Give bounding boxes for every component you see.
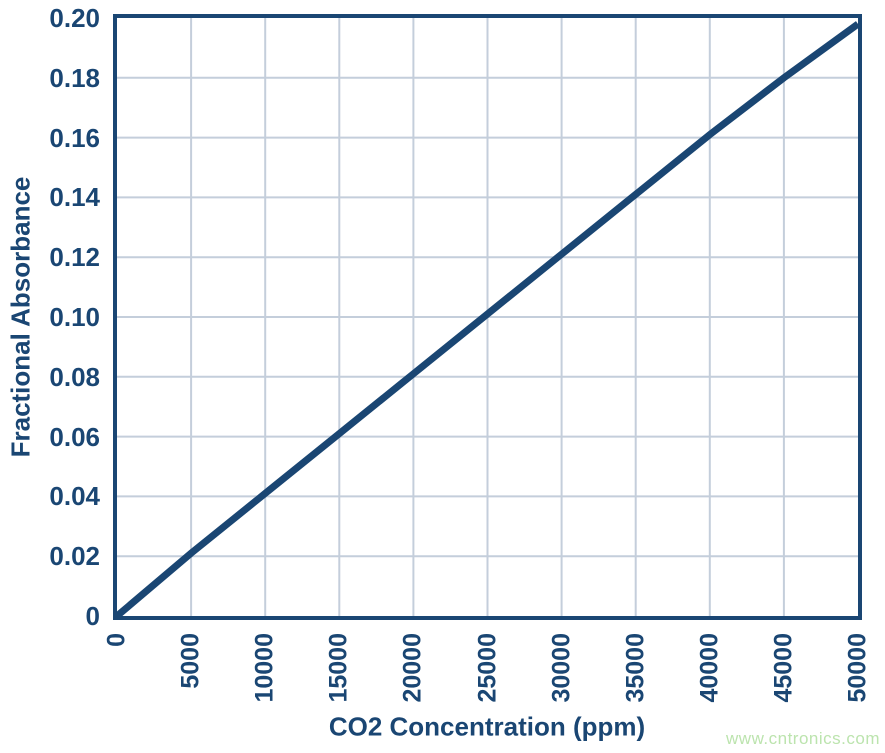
x-tick-label: 0 [102,633,131,647]
y-tick-label: 0.20 [49,3,100,33]
gridlines [117,18,858,616]
y-tick-label: 0.14 [49,182,100,213]
x-tick-label: 15000 [324,633,353,703]
x-tick-label: 40000 [695,633,724,703]
y-tick-label: 0 [85,601,100,631]
x-tick-label: 20000 [398,633,427,703]
x-axis-title: CO2 Concentration (ppm) [328,711,646,742]
plot-svg [117,18,858,616]
plot-area [113,14,862,620]
x-tick-label: 30000 [547,633,576,703]
x-tick-label: 5000 [176,633,205,689]
x-tick-label: 10000 [250,633,279,703]
series-line-fractional-absorbance [117,21,858,616]
x-tick-label: 50000 [843,633,872,703]
series-lines [117,21,858,616]
y-tick-label: 0.04 [49,481,100,512]
y-tick-label: 0.12 [49,242,100,273]
y-tick-label: 0.10 [49,302,100,332]
x-tick-label: 25000 [473,633,501,703]
y-tick-label: 0.18 [49,62,100,93]
y-tick-label: 0.16 [49,122,100,153]
y-tick-label: 0.02 [49,541,100,572]
y-tick-label: 0.06 [49,421,100,452]
x-tick-label: 45000 [769,633,798,703]
watermark: www.cntronics.com [726,729,880,748]
y-tick-label: 0.08 [49,361,100,392]
x-tick-label: 35000 [621,633,650,703]
